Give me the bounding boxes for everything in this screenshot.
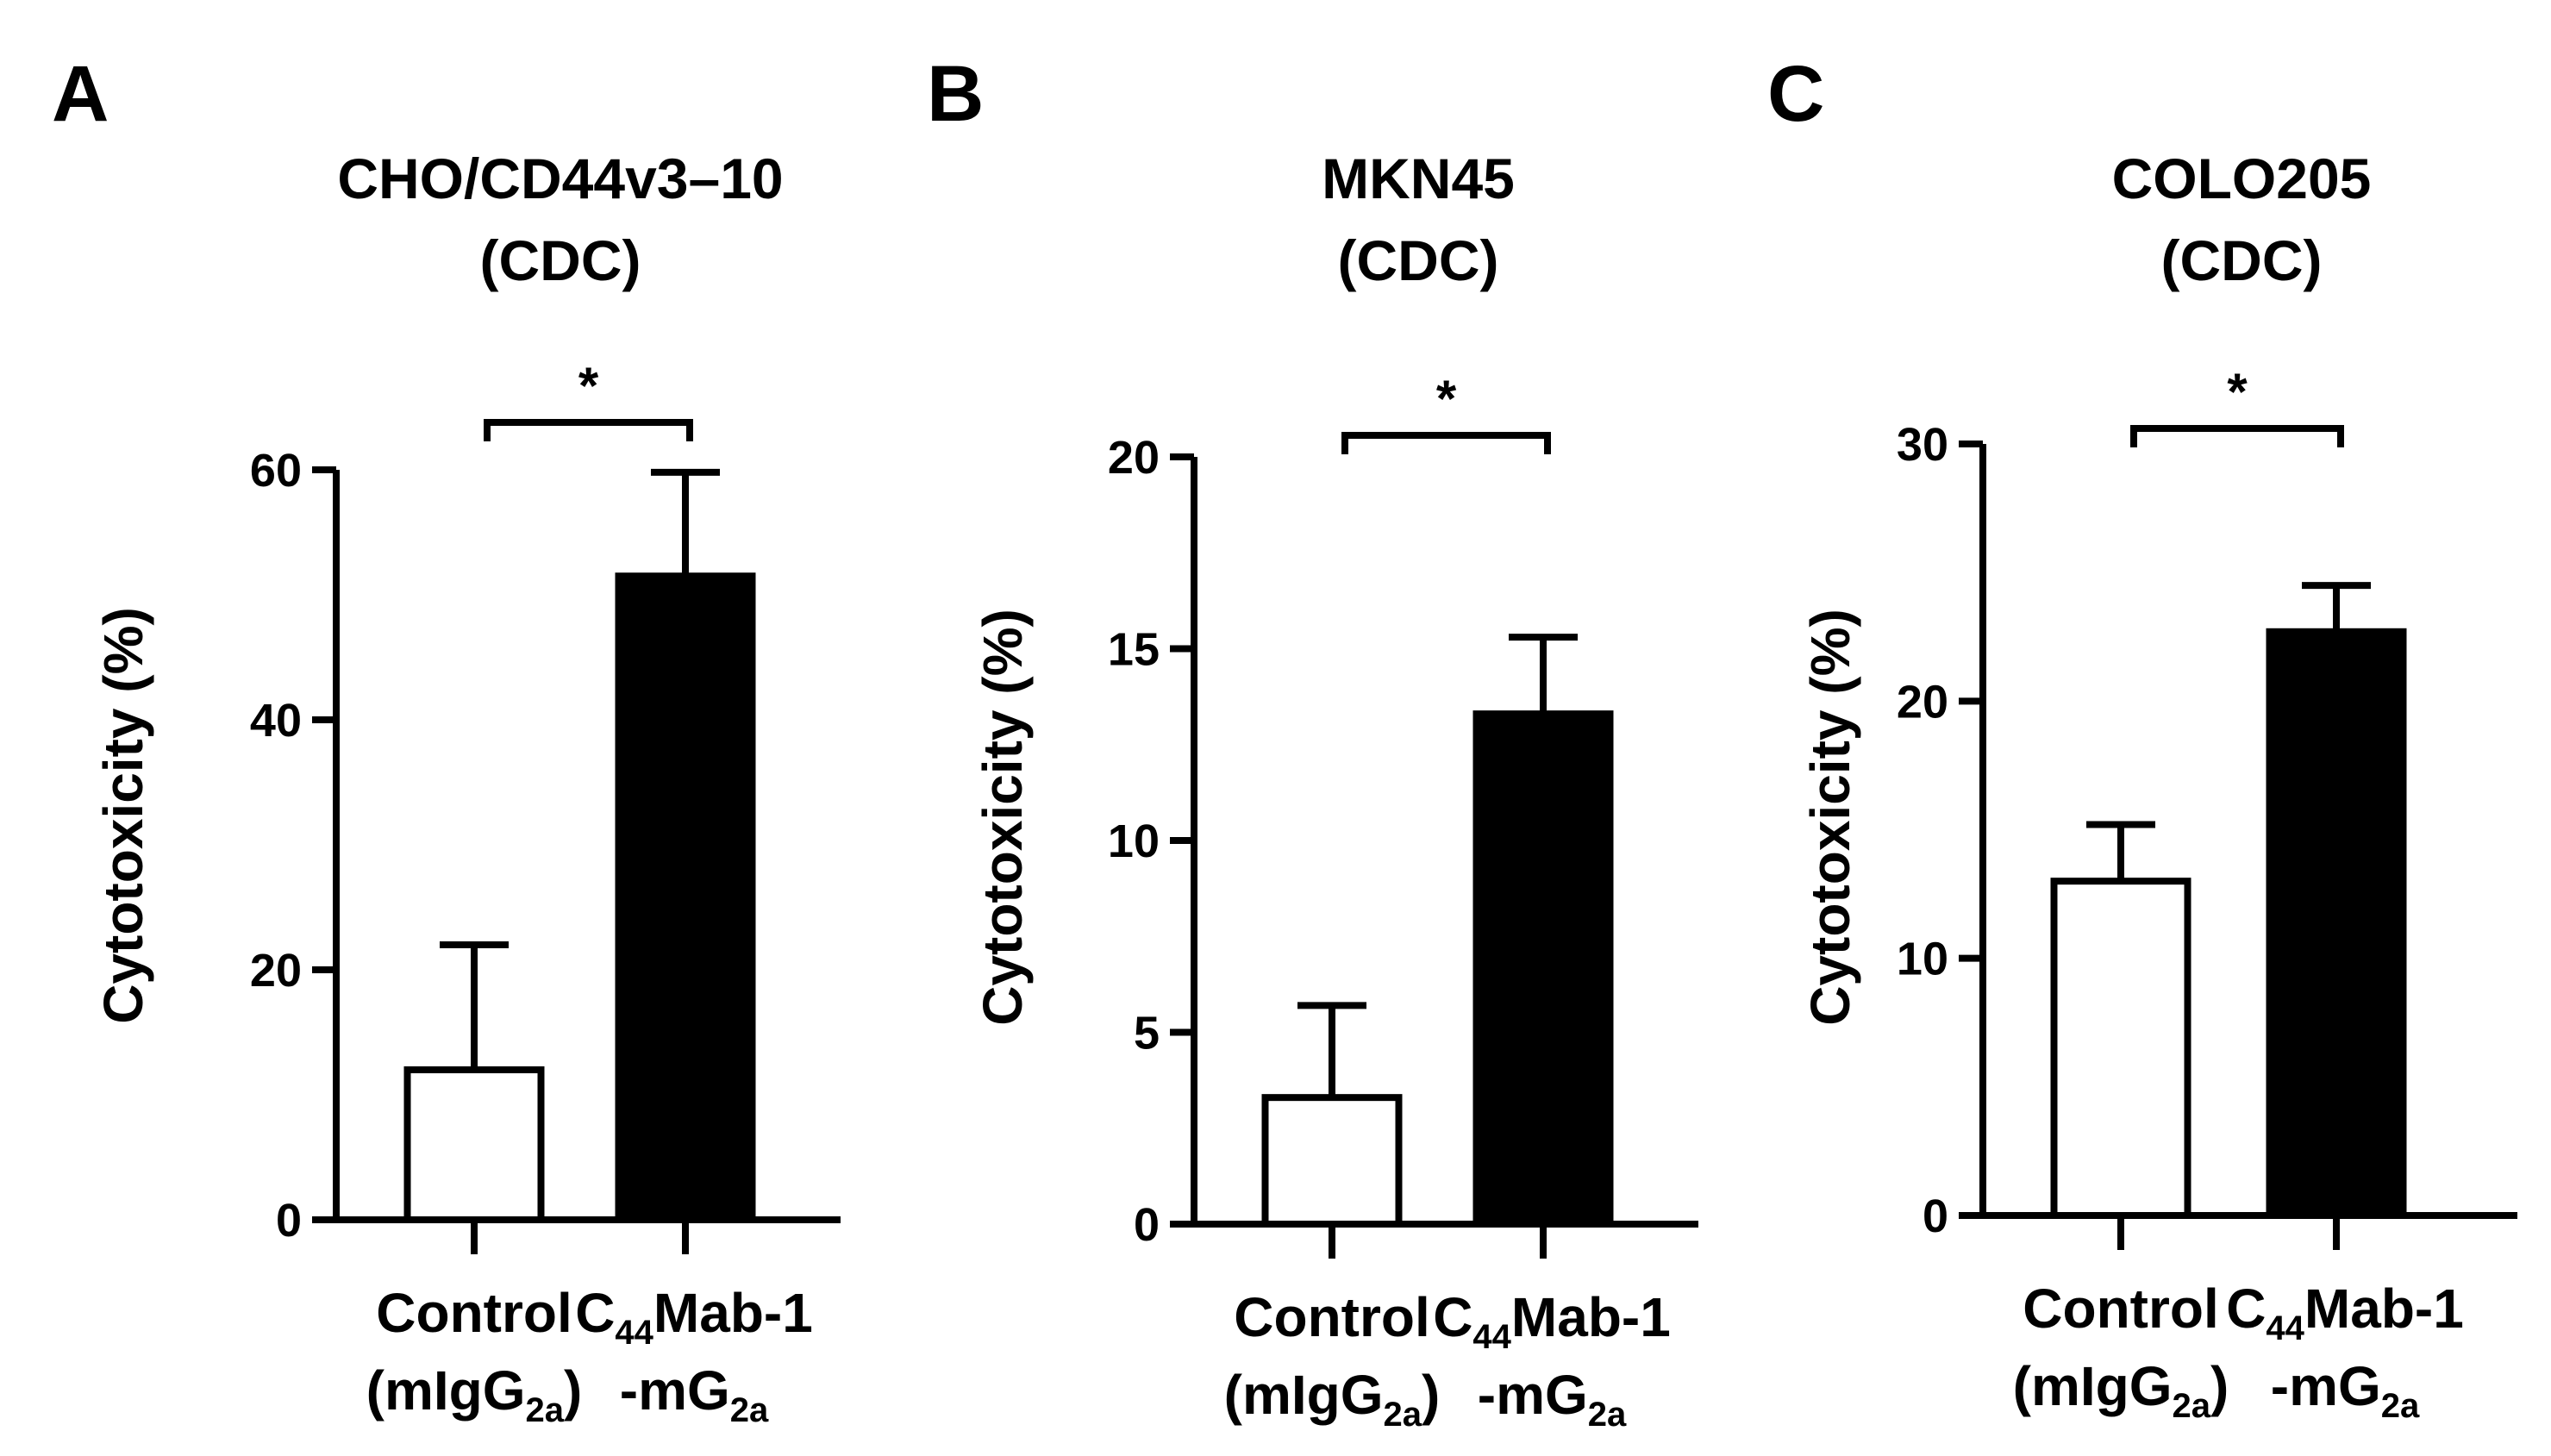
x-tick-label-control-line2: (mIgG2a) bbox=[366, 1359, 583, 1429]
significance-bracket bbox=[484, 419, 693, 441]
panel-c: C COLO205 (CDC) Cytotoxicity (%) 0 10 20 30… bbox=[1767, 50, 2517, 1425]
significance-bracket bbox=[1341, 432, 1551, 454]
y-tick-label: 20 bbox=[1108, 432, 1160, 484]
bar-control bbox=[1261, 1094, 1403, 1228]
bar-treatment bbox=[1472, 710, 1614, 1228]
panel-letter: C bbox=[1767, 50, 1824, 138]
y-tick-label: 15 bbox=[1108, 624, 1160, 676]
plot-area: 0 10 20 30 * Control (mIgG2a) C44Mab-1 -mG2a bbox=[1897, 363, 2517, 1425]
y-tick-label: 30 bbox=[1897, 419, 1948, 471]
x-tick-label-control-line2: (mIgG2a) bbox=[1224, 1364, 1441, 1434]
y-tick-label: 40 bbox=[250, 695, 302, 747]
x-tick-label-control-line1: Control bbox=[376, 1282, 572, 1344]
y-tick-label: 10 bbox=[1108, 815, 1160, 867]
y-tick-label: 0 bbox=[276, 1195, 302, 1247]
significance-star: * bbox=[2227, 363, 2248, 421]
plot-area: 0 20 40 60 * Control (mIgG2a)C44Mab-1-mG2a bbox=[250, 357, 841, 1429]
panel-title-line1: COLO205 bbox=[2112, 147, 2372, 210]
bar-control bbox=[2050, 878, 2191, 1220]
panel-title-line2: (CDC) bbox=[480, 228, 641, 292]
x-tick-label-treatment-line2: -mG2a bbox=[1478, 1364, 1627, 1434]
x-tick-label-treatment-line2: -mG2a bbox=[2271, 1355, 2420, 1425]
y-tick-label: 10 bbox=[1897, 934, 1948, 985]
y-tick-label: 20 bbox=[1897, 676, 1948, 728]
panel-letter: B bbox=[927, 50, 984, 138]
panel-title-line2: (CDC) bbox=[2161, 228, 2323, 292]
bar-treatment bbox=[615, 572, 756, 1223]
significance-star: * bbox=[578, 357, 599, 415]
y-tick-label: 5 bbox=[1134, 1008, 1160, 1059]
plot-area: 0 5 10 15 20 * Control (mIgG2a) C44Mab-1 -mG2a bbox=[1108, 370, 1698, 1434]
significance-star: * bbox=[1436, 370, 1457, 428]
y-axis-label: Cytotoxicity (%) bbox=[1799, 609, 1861, 1026]
x-tick-label-treatment-line1: C44Mab-1 bbox=[2226, 1278, 2464, 1347]
y-axis-label: Cytotoxicity (%) bbox=[972, 609, 1034, 1026]
panel-letter: A bbox=[52, 50, 109, 138]
panel-b: B MKN45 (CDC) Cytotoxicity (%) 0 5 10 15 20 *… bbox=[927, 50, 1698, 1434]
panel-title-line1: MKN45 bbox=[1322, 147, 1515, 210]
bar-treatment bbox=[2266, 628, 2407, 1219]
panel-a: A CHO/CD44v3–10 (CDC) Cytotoxicity (%) 0… bbox=[52, 50, 841, 1429]
y-axis-label: Cytotoxicity (%) bbox=[92, 607, 154, 1024]
y-tick-label: 0 bbox=[1134, 1199, 1160, 1251]
x-tick-label-treatment-line1: C44Mab-1 bbox=[1433, 1286, 1671, 1356]
x-tick-label-control-line1: Control bbox=[2023, 1278, 2219, 1340]
panel-title-line1: CHO/CD44v3–10 bbox=[337, 147, 783, 210]
y-tick-label: 20 bbox=[250, 945, 302, 997]
x-tick-label-control-line2: (mIgG2a) bbox=[2013, 1355, 2229, 1425]
x-tick-label-treatment-line1: C44Mab-1 bbox=[575, 1282, 813, 1352]
panel-title-line2: (CDC) bbox=[1338, 228, 1499, 292]
bar-control bbox=[403, 1066, 545, 1223]
x-tick-label-control-line1: Control bbox=[1234, 1286, 1430, 1348]
significance-bracket bbox=[2130, 425, 2344, 447]
y-tick-label: 0 bbox=[1923, 1190, 1948, 1242]
y-tick-label: 60 bbox=[250, 445, 302, 497]
x-tick-label-treatment-line2: -mG2a bbox=[620, 1359, 769, 1429]
